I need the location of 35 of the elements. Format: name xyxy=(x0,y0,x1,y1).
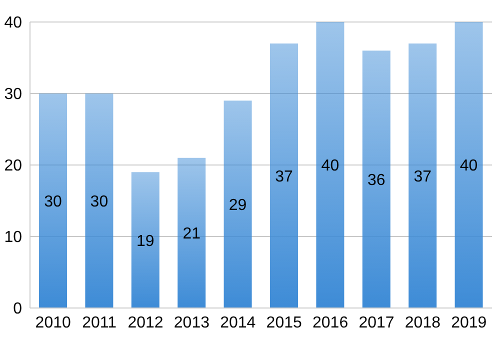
x-tick-label: 2019 xyxy=(451,314,487,332)
bar xyxy=(270,43,298,308)
data-label: 30 xyxy=(44,193,62,210)
x-tick-label: 2013 xyxy=(174,314,210,332)
y-tick-label: 30 xyxy=(4,86,22,104)
bar xyxy=(85,94,114,308)
bar xyxy=(131,172,160,308)
data-label: 40 xyxy=(460,158,478,175)
x-tick-label: 2011 xyxy=(82,314,117,332)
x-tick-label: 2016 xyxy=(312,314,348,332)
x-tick-label: 2017 xyxy=(358,314,394,332)
data-label: 29 xyxy=(228,197,247,214)
data-label: 21 xyxy=(182,226,201,243)
x-tick-label: 2012 xyxy=(128,314,164,332)
y-tick-label: 40 xyxy=(4,14,22,32)
data-label: 36 xyxy=(368,172,386,189)
data-label: 30 xyxy=(90,193,108,210)
data-label: 37 xyxy=(275,168,293,186)
bar xyxy=(316,22,344,308)
data-label: 40 xyxy=(321,158,340,175)
x-tick-label: 2015 xyxy=(266,314,302,332)
bar xyxy=(362,50,390,308)
x-tick-label: 2014 xyxy=(220,314,256,332)
x-tick-label: 2018 xyxy=(404,314,441,332)
data-label: 37 xyxy=(414,168,432,186)
data-label: 19 xyxy=(136,232,154,250)
bar xyxy=(408,43,437,308)
x-tick-label: 2010 xyxy=(35,314,71,332)
bar xyxy=(39,94,67,308)
y-tick-label: 10 xyxy=(4,229,22,246)
bar xyxy=(454,22,483,308)
bar xyxy=(224,100,252,308)
y-tick-label: 20 xyxy=(4,158,22,175)
bar xyxy=(178,158,206,308)
y-tick-label: 0 xyxy=(13,300,22,318)
